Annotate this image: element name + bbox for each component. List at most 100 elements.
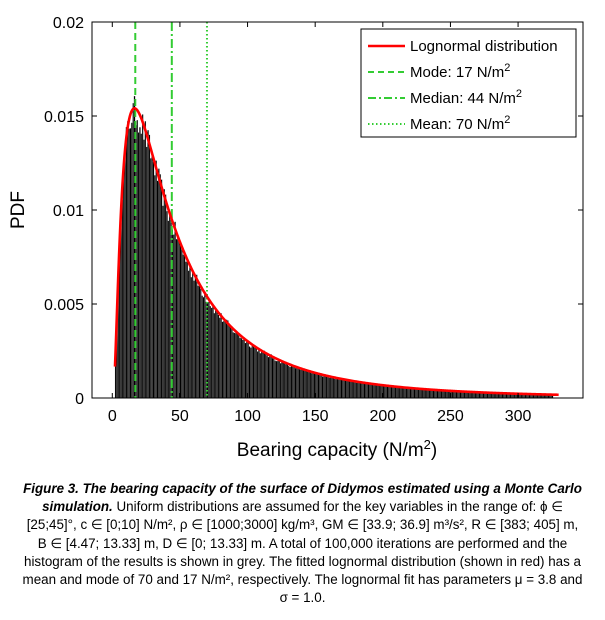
histogram-bar xyxy=(177,238,179,399)
histogram-bar xyxy=(129,128,132,399)
histogram-bar xyxy=(162,205,164,399)
histogram-bar xyxy=(297,368,299,399)
histogram-bar xyxy=(302,369,305,399)
histogram-bar xyxy=(227,320,229,399)
histogram-bar xyxy=(365,383,367,399)
histogram-bar xyxy=(400,387,402,399)
histogram-bar xyxy=(200,288,202,399)
histogram-bar xyxy=(267,357,270,399)
histogram-bar xyxy=(292,365,294,399)
histogram-bar xyxy=(396,386,398,399)
histogram-bar xyxy=(332,377,335,399)
histogram-bar xyxy=(328,377,330,399)
histogram-bar xyxy=(423,389,425,399)
histogram-bar xyxy=(375,384,378,399)
histogram-bar xyxy=(325,376,328,399)
histogram-bar xyxy=(238,334,240,399)
histogram-bar xyxy=(212,305,214,399)
histogram-bar xyxy=(323,376,325,399)
histogram-bar xyxy=(225,319,228,399)
histogram-bar xyxy=(202,297,205,399)
histogram-bar xyxy=(123,161,125,399)
histogram-bar xyxy=(446,390,448,399)
histogram-bar xyxy=(250,347,252,399)
histogram-bar xyxy=(236,331,239,399)
figure: 0 50 100 150 200 250 300 0 0.005 0.01 0.015 0.02 B… xyxy=(8,15,584,461)
histogram-bar xyxy=(121,199,124,399)
histogram-bar xyxy=(175,239,178,399)
histogram-bar xyxy=(427,389,429,399)
histogram-bar xyxy=(233,332,236,399)
histogram-bar xyxy=(192,272,194,399)
histogram-bar xyxy=(377,384,379,399)
histogram-bar xyxy=(370,384,372,399)
histogram-bar xyxy=(244,342,247,399)
histogram-bar xyxy=(158,168,160,399)
histogram-bar xyxy=(258,348,260,399)
histogram-bar xyxy=(338,379,340,399)
histogram-bar xyxy=(378,385,381,399)
y-tick-label: 0 xyxy=(75,391,84,408)
histogram-bar xyxy=(286,363,289,399)
histogram-bar xyxy=(163,189,165,399)
histogram-bar xyxy=(255,347,257,399)
histogram-bar xyxy=(143,139,145,399)
histogram-bar xyxy=(426,389,428,399)
histogram-bar xyxy=(359,382,362,399)
histogram-bar xyxy=(357,381,359,399)
histogram-bar xyxy=(288,365,290,399)
histogram-bar xyxy=(273,358,275,399)
histogram-bar xyxy=(141,114,144,399)
x-tick-label: 0 xyxy=(108,408,117,425)
histogram-bar xyxy=(131,122,133,399)
histogram-bar xyxy=(196,274,198,399)
y-tick-label: 0.005 xyxy=(44,297,84,314)
histogram-bar xyxy=(393,386,395,399)
histogram-bar xyxy=(136,120,138,399)
histogram-bar xyxy=(346,380,348,399)
histogram-bar xyxy=(209,306,211,399)
histogram-bar xyxy=(277,360,279,399)
histogram-bar xyxy=(415,388,417,399)
histogram-bar xyxy=(352,380,355,399)
legend-label-fit: Lognormal distribution xyxy=(410,38,558,55)
histogram-bar xyxy=(204,294,206,399)
histogram-bar xyxy=(447,391,450,399)
histogram-bar xyxy=(201,295,203,399)
histogram-bar xyxy=(311,373,313,399)
histogram-bar xyxy=(371,383,374,399)
caption-lead: Figure 3. The bearing capacity of the su… xyxy=(23,481,582,515)
histogram-bar xyxy=(247,341,249,399)
x-tick-label: 150 xyxy=(302,408,329,425)
histogram-bar xyxy=(128,128,130,399)
histogram-bar xyxy=(405,387,408,399)
histogram-bar xyxy=(404,388,406,399)
histogram-bar xyxy=(269,354,271,399)
histogram-bar xyxy=(374,383,376,399)
histogram-bar xyxy=(275,361,278,399)
histogram-bar xyxy=(394,386,397,399)
histogram-bar xyxy=(178,238,180,399)
histogram-bar xyxy=(166,211,168,399)
histogram-bar xyxy=(156,180,159,399)
histogram-bar xyxy=(335,378,337,399)
histogram-bar xyxy=(298,369,301,399)
histogram-bar xyxy=(420,388,422,399)
histogram-bar xyxy=(125,127,128,399)
histogram-bar xyxy=(246,341,248,399)
histogram-bar xyxy=(215,307,217,399)
histogram-bar xyxy=(417,389,420,399)
histogram-bar xyxy=(290,364,293,399)
x-tick-label: 300 xyxy=(505,408,532,425)
histogram-bar xyxy=(127,121,129,399)
histogram-bar xyxy=(419,389,421,399)
histogram-bar xyxy=(259,353,261,399)
histogram-bar xyxy=(403,387,405,399)
histogram-bar xyxy=(384,384,386,399)
histogram-bar xyxy=(455,391,458,399)
histogram-bar xyxy=(189,267,191,399)
histogram-bar xyxy=(274,360,276,399)
histogram-bar xyxy=(254,347,256,399)
histogram-bar xyxy=(266,355,268,399)
histogram-bar xyxy=(342,378,344,399)
